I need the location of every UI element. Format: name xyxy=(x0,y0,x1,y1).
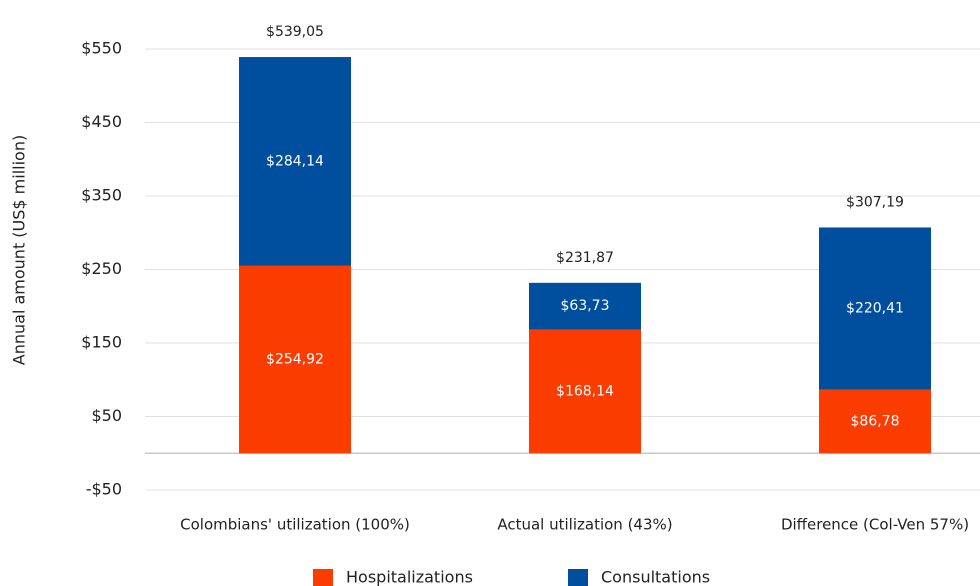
value-label: $168,14 xyxy=(556,383,614,399)
y-axis-label: Annual amount (US$ million) xyxy=(10,135,29,365)
legend-swatch xyxy=(313,569,333,586)
legend-swatch xyxy=(568,569,588,586)
y-tick-label: $250 xyxy=(81,259,122,278)
bar-segment xyxy=(529,329,641,454)
y-tick-label: $550 xyxy=(81,39,122,58)
total-label: $231,87 xyxy=(556,250,614,266)
x-tick-label: Colombians' utilization (100%) xyxy=(180,516,410,534)
legend-label: Consultations xyxy=(601,568,710,586)
bar-segment xyxy=(239,57,351,266)
total-label: $539,05 xyxy=(266,24,324,40)
y-tick-label: $450 xyxy=(81,112,122,131)
value-label: $220,41 xyxy=(846,300,904,316)
total-label: $307,19 xyxy=(846,194,904,210)
y-tick-label: -$50 xyxy=(86,480,122,499)
y-tick-label: $50 xyxy=(91,406,122,425)
bar-segment xyxy=(529,282,641,330)
value-label: $254,92 xyxy=(266,352,324,368)
value-label: $284,14 xyxy=(266,153,324,169)
value-label: $86,78 xyxy=(851,413,900,429)
bar-segment xyxy=(819,227,931,390)
x-tick-label: Actual utilization (43%) xyxy=(497,516,672,534)
bar-segment xyxy=(239,265,351,454)
y-tick-label: $150 xyxy=(81,333,122,352)
y-tick-label: $350 xyxy=(81,186,122,205)
legend-label: Hospitalizations xyxy=(346,568,473,586)
value-label: $63,73 xyxy=(561,298,610,314)
bar-segment xyxy=(819,389,931,454)
x-tick-label: Difference (Col-Ven 57%) xyxy=(781,516,969,534)
